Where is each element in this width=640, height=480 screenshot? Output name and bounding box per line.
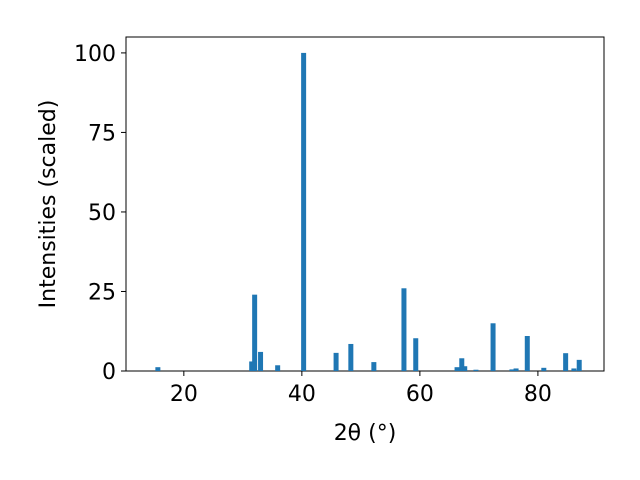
bar — [348, 343, 354, 371]
y-axis-label: Intensities (scaled) — [36, 100, 61, 309]
plot-frame — [125, 36, 605, 372]
bar — [401, 288, 407, 371]
bar — [371, 362, 377, 371]
x-tick-label: 20 — [170, 382, 198, 407]
bar — [249, 361, 255, 371]
bar — [563, 353, 569, 371]
bar — [490, 323, 496, 371]
x-tick-label: 40 — [288, 382, 316, 407]
y-tick-label: 100 — [74, 42, 116, 67]
bar — [524, 336, 530, 371]
bar — [509, 369, 515, 371]
bar — [258, 351, 264, 371]
bar — [413, 338, 419, 371]
bar — [576, 359, 582, 371]
bar — [541, 367, 547, 371]
bar — [571, 368, 577, 371]
bar — [513, 368, 519, 371]
x-tick-label: 60 — [406, 382, 434, 407]
bar — [333, 352, 339, 371]
bar — [301, 52, 307, 372]
y-tick-label: 75 — [88, 121, 116, 146]
x-axis-label: 2θ (°) — [334, 421, 397, 446]
bar — [459, 358, 465, 371]
y-tick-label: 0 — [102, 360, 116, 385]
bar — [473, 369, 479, 371]
bar — [275, 365, 281, 371]
y-tick-label: 50 — [88, 201, 116, 226]
y-tick-label: 25 — [88, 280, 116, 305]
bar — [252, 294, 258, 371]
bar — [454, 367, 460, 371]
bar — [155, 367, 161, 371]
x-tick-label: 80 — [524, 382, 552, 407]
bar — [462, 366, 468, 371]
